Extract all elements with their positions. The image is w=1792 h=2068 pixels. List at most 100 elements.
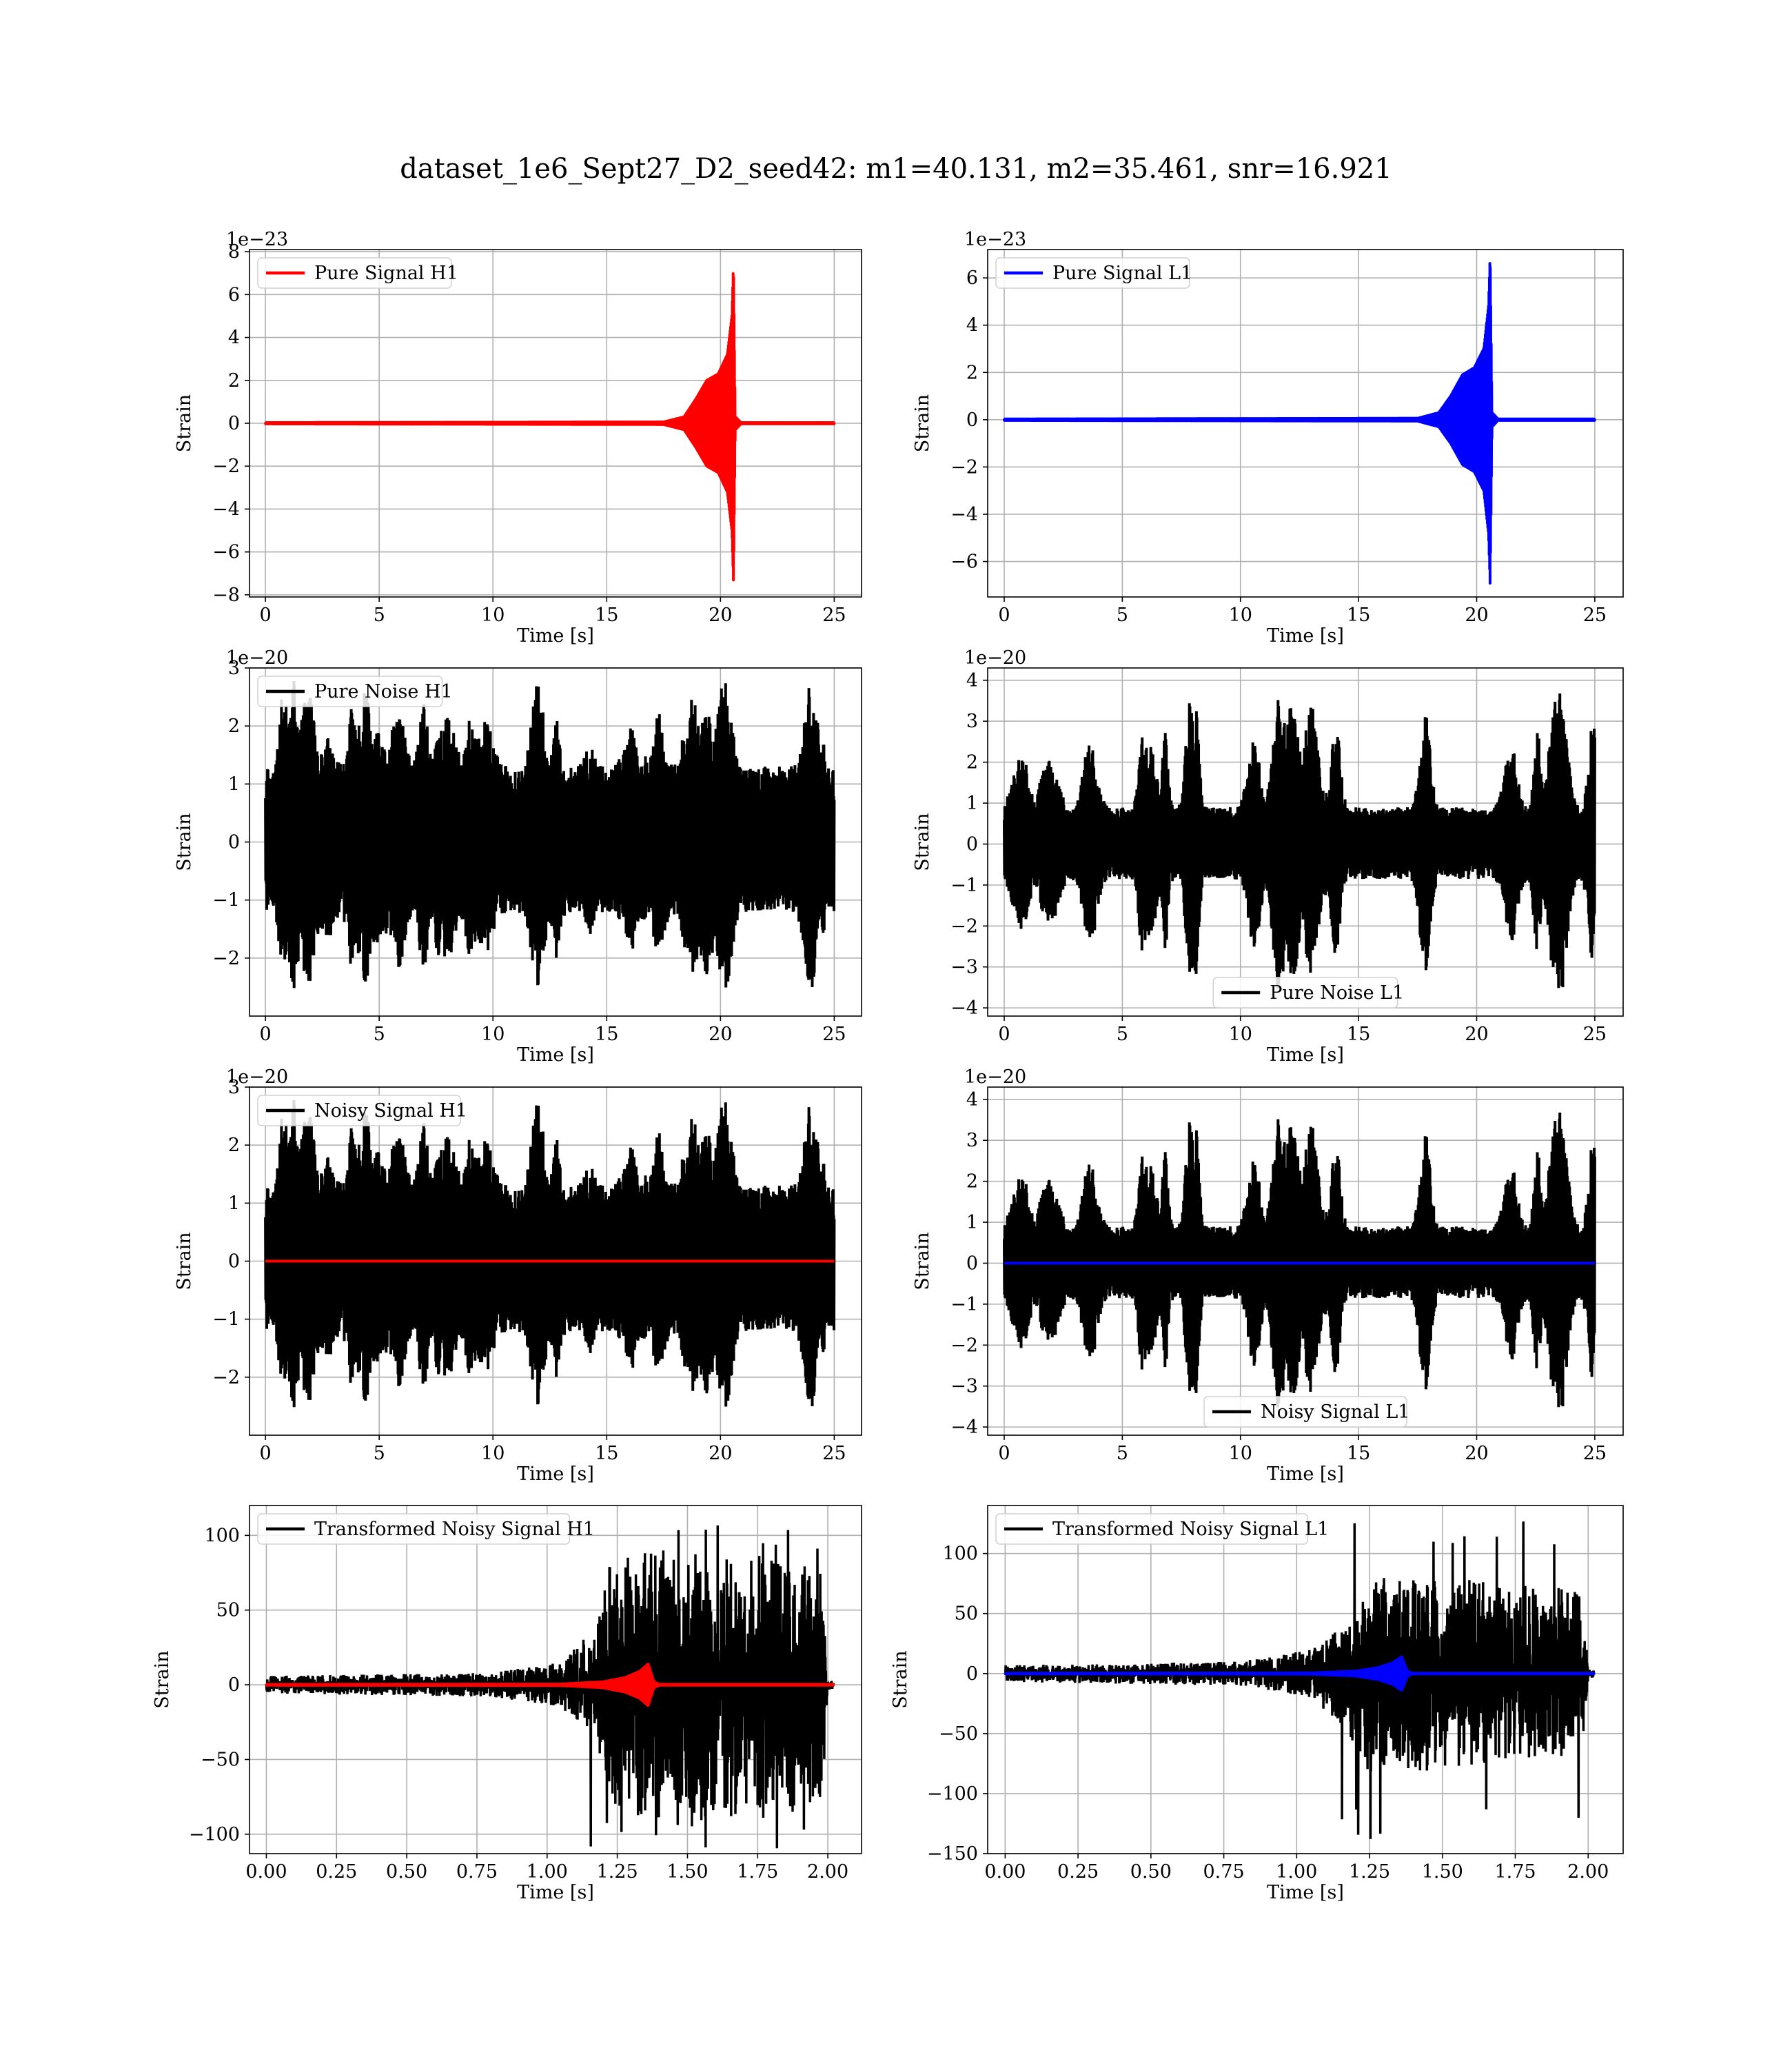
x-tick-label: 20 — [709, 1024, 732, 1045]
x-axis-label: Time [s] — [517, 1044, 594, 1066]
plot-area — [264, 1099, 836, 1408]
x-axis-label: Time [s] — [1267, 625, 1344, 647]
x-tick-label: 10 — [1229, 1024, 1252, 1045]
y-tick-label: 0 — [966, 1663, 978, 1685]
legend-box — [257, 1513, 571, 1545]
x-tick-label: 1.50 — [666, 1861, 708, 1883]
y-tick-label: 0 — [966, 1253, 978, 1274]
y-tick-label: 1 — [228, 773, 240, 795]
y-tick-label: −1 — [212, 1309, 240, 1330]
x-tick-label: 0 — [998, 1443, 1010, 1464]
y-tick-label: 2 — [966, 362, 978, 383]
y-offset-text: 1e−20 — [964, 647, 1026, 669]
y-tick-label: 6 — [966, 267, 978, 289]
legend-box — [1203, 1396, 1407, 1428]
x-tick-label: 0.75 — [456, 1861, 498, 1883]
y-tick-label: 0 — [228, 1674, 240, 1696]
y-tick-label: 100 — [204, 1525, 240, 1546]
y-tick-label: 1 — [228, 1193, 240, 1214]
y-tick-label: −1 — [950, 1294, 978, 1315]
y-tick-label: −1 — [212, 890, 240, 911]
x-tick-label: 25 — [1583, 605, 1607, 626]
y-axis-label: Strain — [912, 394, 933, 452]
legend-label: Pure Noise L1 — [1270, 982, 1404, 1004]
y-tick-label: −150 — [927, 1843, 978, 1865]
y-tick-label: 4 — [966, 1089, 978, 1111]
subplot-pure-noise-l1: 0 5 10 15 20 25 −4 −3 −2 −1 0 1 2 3 4 Time [s] Strain 1e−… — [912, 647, 1624, 1066]
x-tick-label: 25 — [822, 605, 846, 626]
y-tick-label: 8 — [228, 241, 240, 263]
legend-box — [995, 1513, 1309, 1545]
x-tick-label: 0 — [998, 1024, 1010, 1045]
legend: Pure Noise H1 — [257, 676, 453, 707]
y-tick-label: −4 — [212, 498, 240, 520]
x-axis-label: Time [s] — [517, 1463, 594, 1485]
x-tick-label: 5 — [374, 1443, 385, 1464]
y-tick-label: −4 — [950, 997, 978, 1019]
x-tick-label: 2.00 — [1567, 1861, 1609, 1883]
x-tick-label: 1.75 — [737, 1861, 778, 1883]
x-tick-label: 15 — [595, 1443, 618, 1464]
series-pure-noise-l1 — [1003, 693, 1596, 989]
y-tick-label: −3 — [950, 957, 978, 978]
y-tick-label: 1 — [966, 1212, 978, 1233]
subplot-pure-signal-h1: 0 5 10 15 20 25 −8 −6 −4 −2 0 2 4 6 8 Time [s] Strain 1e−… — [174, 229, 862, 647]
legend: Noisy Signal L1 — [1203, 1396, 1409, 1428]
legend: Pure Noise L1 — [1212, 977, 1404, 1008]
y-axis-label: Strain — [912, 813, 933, 871]
y-axis-label: Strain — [174, 813, 195, 871]
y-tick-label: 0 — [228, 413, 240, 434]
y-tick-label: −2 — [212, 948, 240, 969]
y-tick-label: 50 — [216, 1600, 240, 1621]
axes-frame — [249, 1505, 862, 1854]
plot-area — [265, 1525, 835, 1849]
x-tick-label: 15 — [1347, 1024, 1370, 1045]
x-tick-label: 0.00 — [245, 1861, 287, 1883]
x-axis-label: Time [s] — [1267, 1463, 1344, 1485]
y-offset-text: 1e−23 — [226, 229, 288, 250]
y-tick-label: −4 — [950, 504, 978, 525]
x-tick-label: 10 — [481, 1443, 505, 1464]
legend: Pure Signal L1 — [995, 257, 1192, 289]
y-tick-label: −8 — [212, 585, 240, 606]
x-tick-label: 0 — [260, 1024, 272, 1045]
y-tick-label: 100 — [942, 1543, 978, 1565]
x-tick-label: 5 — [374, 1024, 385, 1045]
y-tick-label: 0 — [228, 832, 240, 853]
y-tick-label: −2 — [212, 1367, 240, 1388]
y-tick-label: 4 — [966, 670, 978, 691]
legend-label: Pure Signal H1 — [314, 263, 458, 284]
y-tick-label: 3 — [966, 711, 978, 732]
x-tick-label: 1.25 — [1349, 1861, 1390, 1883]
x-tick-label: 1.75 — [1494, 1861, 1536, 1883]
series-pure-signal-h1 — [264, 272, 836, 582]
legend: Pure Signal H1 — [257, 257, 458, 289]
y-axis-label: Strain — [174, 1232, 195, 1290]
y-tick-label: 0 — [228, 1251, 240, 1273]
x-axis-label: Time [s] — [1267, 1882, 1344, 1903]
y-tick-label: 1 — [966, 793, 978, 814]
x-tick-label: 25 — [822, 1443, 846, 1464]
y-tick-label: 3 — [966, 1130, 978, 1151]
y-tick-label: 0 — [966, 833, 978, 855]
y-axis-label: Strain — [890, 1650, 911, 1708]
y-tick-label: 50 — [955, 1603, 978, 1625]
x-tick-label: 25 — [1583, 1024, 1607, 1045]
legend-box — [257, 257, 452, 289]
legend-box — [1212, 977, 1398, 1008]
series-pure-noise-h1 — [264, 680, 836, 989]
plot-area — [1004, 1521, 1596, 1839]
x-axis-label: Time [s] — [517, 1882, 594, 1903]
x-tick-label: 5 — [1117, 1024, 1128, 1045]
y-tick-label: −1 — [950, 875, 978, 896]
x-tick-label: 0 — [260, 1443, 272, 1464]
y-tick-label: −100 — [927, 1783, 978, 1805]
x-tick-label: 20 — [709, 1443, 732, 1464]
plot-area — [1003, 1112, 1596, 1408]
y-tick-label: −100 — [189, 1824, 240, 1845]
plot-area — [1003, 262, 1596, 585]
x-tick-label: 0.75 — [1203, 1861, 1245, 1883]
series-noisy-signal-l1 — [1003, 1112, 1596, 1408]
legend-box — [257, 1095, 461, 1126]
x-tick-label: 10 — [1229, 1443, 1252, 1464]
